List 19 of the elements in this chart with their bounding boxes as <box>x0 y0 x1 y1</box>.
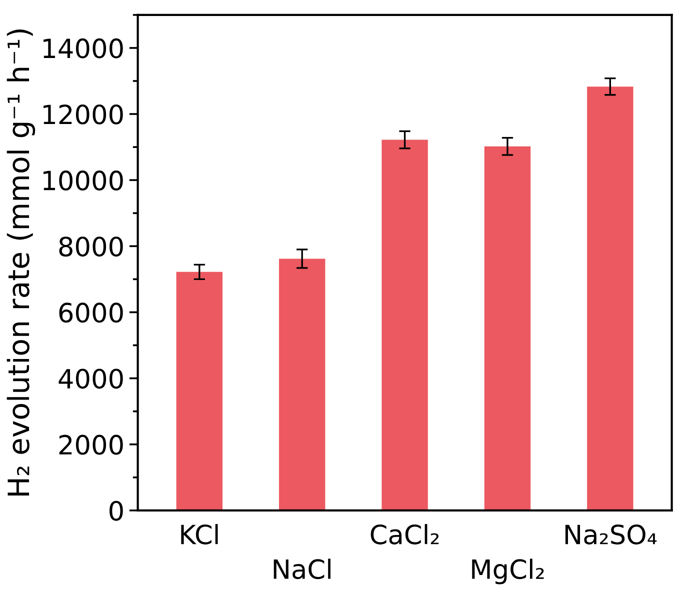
x-tick-label: KCl <box>181 524 218 544</box>
bar <box>587 86 634 510</box>
y-tick-label: 10000 <box>44 170 123 190</box>
bar <box>382 140 428 510</box>
y-tick-label: 2000 <box>59 434 123 455</box>
y-tick-label: 0 <box>110 500 123 521</box>
bar <box>484 146 531 510</box>
y-tick-label: 4000 <box>58 368 123 389</box>
y-axis-title: H₂ evolution rate (mmol g⁻¹ h⁻¹) <box>6 29 36 496</box>
x-tick-label: Na₂SO₄ <box>565 524 657 544</box>
x-tick-label: CaCl₂ <box>370 524 439 544</box>
y-tick-label: 14000 <box>44 38 123 58</box>
bar <box>176 272 223 510</box>
y-tick-label: 6000 <box>59 302 123 323</box>
y-tick-label: 12000 <box>44 104 123 124</box>
x-tick-label: MgCl₂ <box>472 558 544 584</box>
bar <box>278 258 326 510</box>
x-tick-label: NaCl <box>274 558 330 580</box>
y-tick-label: 8000 <box>59 236 123 257</box>
